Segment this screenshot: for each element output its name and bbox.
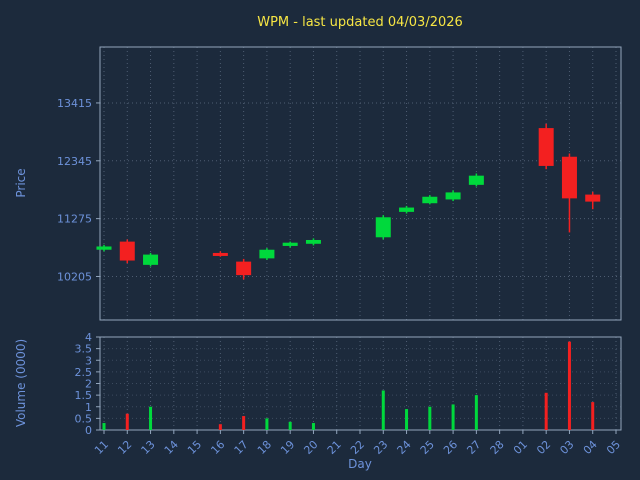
chart-title: WPM - last updated 04/03/2026 xyxy=(257,15,463,30)
x-tick-label: 20 xyxy=(301,438,320,457)
volume-bar xyxy=(381,390,385,430)
volume-bar xyxy=(102,423,106,430)
x-tick-label: 13 xyxy=(139,438,158,457)
volume-bar xyxy=(591,402,595,430)
x-tick-label: 12 xyxy=(115,438,134,457)
price-axis-label: Price xyxy=(14,168,28,197)
day-axis-label: Day xyxy=(348,457,372,471)
x-tick-label: 18 xyxy=(255,438,274,457)
x-tick-label: 04 xyxy=(581,438,600,457)
candle-body xyxy=(422,196,438,204)
x-tick-label: 19 xyxy=(278,438,297,457)
candle-body xyxy=(375,217,391,238)
grid-layer xyxy=(100,47,621,431)
volume-bar xyxy=(288,421,292,430)
volume-bar xyxy=(218,424,222,430)
volume-bar xyxy=(125,413,129,430)
price-panel-border xyxy=(99,46,622,321)
candle-body xyxy=(96,246,112,250)
x-tick-label: 22 xyxy=(348,438,367,457)
volume-bar xyxy=(242,416,246,430)
candle-body xyxy=(236,261,252,276)
x-tick-label: 14 xyxy=(162,438,181,457)
volume-bar xyxy=(428,406,432,430)
volume-tick-label: 3 xyxy=(85,354,92,367)
x-tick-label: 05 xyxy=(604,438,623,457)
price-tick-label: 10205 xyxy=(57,270,92,283)
candle-body xyxy=(468,175,484,185)
candle-body xyxy=(212,252,228,256)
price-tick-label: 12345 xyxy=(57,155,92,168)
candle-body xyxy=(445,192,461,200)
volume-tick-label: 0 xyxy=(85,424,92,437)
candle-body xyxy=(561,156,577,199)
x-tick-label: 11 xyxy=(92,438,111,457)
volume-bar xyxy=(567,341,571,430)
volume-bar xyxy=(311,423,315,430)
candle-body xyxy=(399,207,415,212)
x-tick-label: 02 xyxy=(534,438,553,457)
volume-tick-label: 4 xyxy=(85,331,92,344)
volume-axis-label: Volume (0000) xyxy=(14,339,28,427)
x-tick-label: 23 xyxy=(371,438,390,457)
volume-bar xyxy=(544,392,548,430)
price-tick-label: 13415 xyxy=(57,97,92,110)
price-tick-label: 11275 xyxy=(57,213,92,226)
volume-bar xyxy=(451,404,455,430)
volume-bar xyxy=(474,395,478,430)
volume-tick-label: 2 xyxy=(85,378,92,391)
axis-layer: 11 12 13 14 15 16 17 18 19 20 21 22 23 24 25 26 27 28 01 02… xyxy=(57,46,623,457)
candle-body xyxy=(538,128,554,166)
volume-bar xyxy=(405,409,409,430)
volume-tick-label: 1.5 xyxy=(75,389,93,402)
volume-bar xyxy=(265,418,269,430)
x-tick-label: 03 xyxy=(557,438,576,457)
x-tick-label: 21 xyxy=(325,438,344,457)
candle-body xyxy=(305,239,321,244)
candle-body xyxy=(119,241,135,261)
x-tick-label: 27 xyxy=(464,438,483,457)
x-tick-label: 24 xyxy=(395,438,414,457)
x-tick-label: 25 xyxy=(418,438,437,457)
volume-tick-label: 1 xyxy=(85,401,92,414)
volume-tick-label: 3.5 xyxy=(75,343,93,356)
candles-layer xyxy=(96,123,601,280)
volume-panel-border xyxy=(99,336,622,431)
x-tick-label: 17 xyxy=(232,438,251,457)
volume-bar xyxy=(149,406,153,430)
x-tick-label: 26 xyxy=(441,438,460,457)
candle-body xyxy=(259,249,275,259)
volume-tick-label: 2.5 xyxy=(75,366,93,379)
volume-tick-label: 0.5 xyxy=(75,412,93,425)
candle-body xyxy=(585,194,601,202)
x-tick-label: 28 xyxy=(488,438,507,457)
x-tick-label: 16 xyxy=(208,438,227,457)
candle-body xyxy=(143,254,159,265)
x-tick-label: 01 xyxy=(511,438,530,457)
candle-body xyxy=(282,242,298,246)
x-tick-label: 15 xyxy=(185,438,204,457)
volume-bars-layer xyxy=(102,341,595,430)
